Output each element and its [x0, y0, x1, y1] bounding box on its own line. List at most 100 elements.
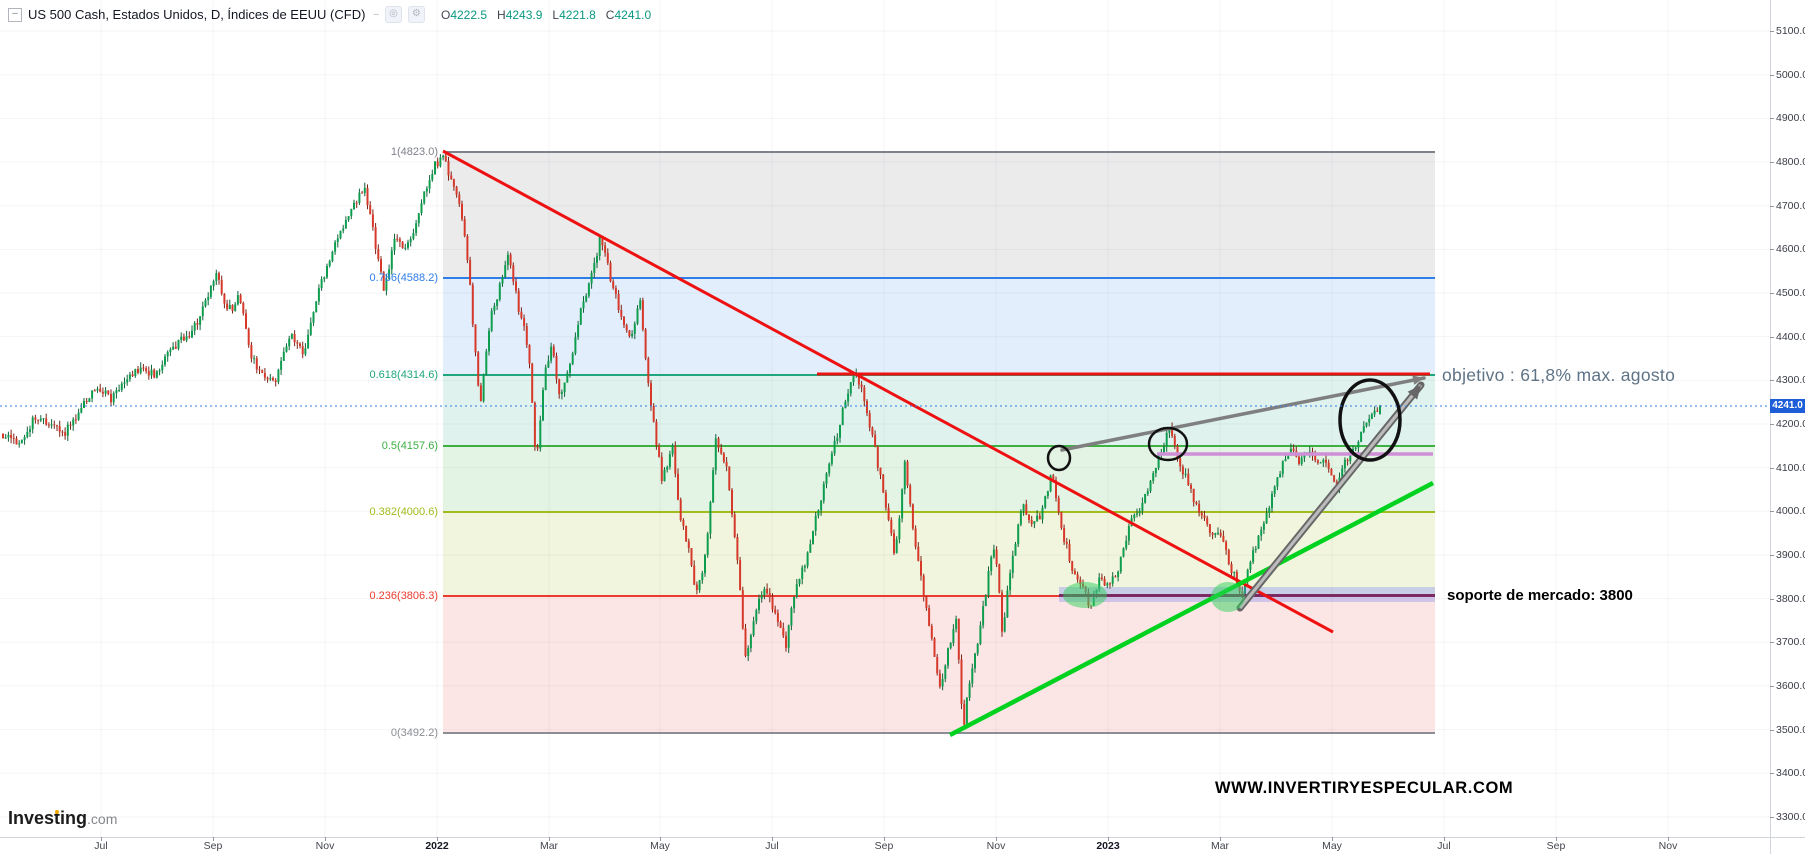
target-annotation: objetivo : 61,8% max. agosto [1442, 365, 1676, 385]
fib-level-label: 1(4823.0) [390, 146, 438, 158]
price-axis-label: 4400.0 [1776, 330, 1805, 343]
time-axis-tick [101, 837, 102, 841]
trendlines[interactable] [442, 149, 1435, 737]
time-axis-tick [1220, 837, 1221, 841]
fib-level-label: 0(3492.2) [390, 727, 438, 739]
price-axis-label: 3800.0 [1776, 592, 1805, 605]
price-axis-tick [1770, 31, 1774, 33]
logo-suffix: .com [87, 811, 118, 827]
circle-annotations[interactable] [1046, 378, 1402, 472]
price-axis-tick [1770, 423, 1774, 425]
time-axis-label: 2023 [1096, 840, 1120, 852]
price-axis-label: 4100.0 [1776, 461, 1805, 474]
current-price-badge: 4241.0 [1770, 399, 1805, 413]
price-axis-tick [1770, 380, 1774, 382]
time-axis-label: Sep [203, 840, 223, 852]
time-axis-label: May [1322, 840, 1342, 852]
instrument-title[interactable]: US 500 Cash, Estados Unidos, D, Índices … [28, 7, 366, 22]
circle-icon[interactable]: ◎ [384, 6, 402, 23]
chart-legend: – US 500 Cash, Estados Unidos, D, Índice… [8, 6, 651, 23]
time-axis-tick [1332, 837, 1333, 841]
time-axis-label: Mar [539, 840, 559, 852]
price-axis-label: 3400.0 [1776, 767, 1805, 780]
time-axis-tick [660, 837, 661, 841]
price-axis-label: 4500.0 [1776, 287, 1805, 299]
price-axis-separator [1770, 0, 1771, 854]
time-axis-tick [772, 837, 773, 841]
price-axis-label: 4200.0 [1776, 417, 1805, 430]
time-axis-label: Jul [1437, 840, 1451, 852]
price-axis-tick [1770, 554, 1774, 556]
time-axis-tick [1556, 837, 1557, 841]
time-axis-label: Jul [765, 840, 779, 852]
time-axis-tick [213, 837, 214, 841]
ohlc-low: L4221.8 [552, 7, 596, 22]
highlight-blobs [1063, 582, 1245, 612]
price-axis-label: 3500.0 [1776, 723, 1805, 736]
time-axis-label: Sep [874, 840, 894, 852]
price-axis-label: 3300.0 [1776, 810, 1805, 823]
price-axis-tick [1770, 205, 1774, 207]
price-axis-tick [1770, 642, 1774, 644]
price-axis-tick [1770, 685, 1774, 687]
time-axis-tick [1668, 837, 1669, 841]
price-axis-tick [1770, 162, 1774, 164]
price-axis-tick [1770, 249, 1774, 251]
dropdown-caret-icon[interactable]: – [373, 9, 379, 20]
time-axis-tick [884, 837, 885, 841]
ohlc-open: O4222.5 [440, 7, 488, 22]
price-axis-tick [1770, 773, 1774, 775]
logo-text: Investing [8, 808, 88, 828]
support-annotation: soporte de mercado: 3800 [1447, 587, 1633, 604]
fib-level-label: 0.5(4157.6) [381, 440, 438, 452]
time-axis-label: Sep [1546, 840, 1566, 852]
ohlc-readout: O4222.5 H4243.9 L4221.8 C4241.0 [441, 8, 651, 22]
site-watermark: WWW.INVERTIRYESPECULAR.COM [1215, 779, 1514, 797]
time-axis-label: Nov [315, 840, 335, 852]
gear-icon[interactable]: ⚙ [407, 6, 425, 23]
time-axis-tick [549, 837, 550, 841]
price-axis-label: 3900.0 [1776, 548, 1805, 561]
time-axis-label: May [650, 840, 670, 852]
time-axis-tick [1444, 837, 1445, 841]
price-axis-tick [1770, 816, 1774, 818]
fib-level-label: 0.236(3806.3) [369, 590, 439, 602]
investing-logo: Investing.com [8, 808, 117, 829]
price-axis-label: 4000.0 [1776, 505, 1805, 518]
time-axis-label: Nov [1658, 840, 1678, 852]
price-axis-tick [1770, 336, 1774, 338]
price-axis-tick [1770, 598, 1774, 600]
fib-level-label: 0.382(4000.6) [369, 506, 439, 518]
gridlines [0, 0, 1770, 837]
price-axis-label: 4300.0 [1776, 374, 1805, 387]
price-axis-tick [1770, 293, 1774, 294]
price-axis-label: 4800.0 [1776, 156, 1805, 169]
logo-orange-dot-icon [55, 810, 59, 814]
price-axis-tick [1770, 74, 1774, 76]
time-axis-label: 2022 [425, 840, 449, 852]
price-axis-label: 5000.0 [1776, 68, 1805, 81]
price-axis-label: 3600.0 [1776, 679, 1805, 692]
price-axis-tick [1770, 511, 1774, 513]
price-axis-label: 4900.0 [1776, 112, 1805, 125]
time-axis-label: Nov [986, 840, 1006, 852]
time-axis-separator [0, 837, 1805, 838]
price-axis-label: 4700.0 [1776, 199, 1805, 212]
time-axis-tick [437, 837, 438, 841]
collapse-icon[interactable]: – [8, 7, 22, 22]
price-axis-tick [1770, 118, 1774, 120]
time-axis-tick [325, 837, 326, 841]
ohlc-high: H4243.9 [497, 7, 543, 22]
ohlc-close: C4241.0 [605, 7, 652, 22]
fibonacci-retracement [443, 151, 1435, 734]
price-axis-tick [1770, 729, 1774, 731]
projection-arrows[interactable] [1060, 375, 1426, 612]
time-axis-label: Mar [1210, 840, 1230, 852]
price-axis-label: 4600.0 [1776, 243, 1805, 256]
time-axis-tick [1108, 837, 1109, 841]
fib-level-label: 0.786(4588.2) [369, 272, 439, 284]
price-axis-label: 5100.0 [1776, 25, 1805, 38]
time-axis-label: Jul [94, 840, 108, 852]
